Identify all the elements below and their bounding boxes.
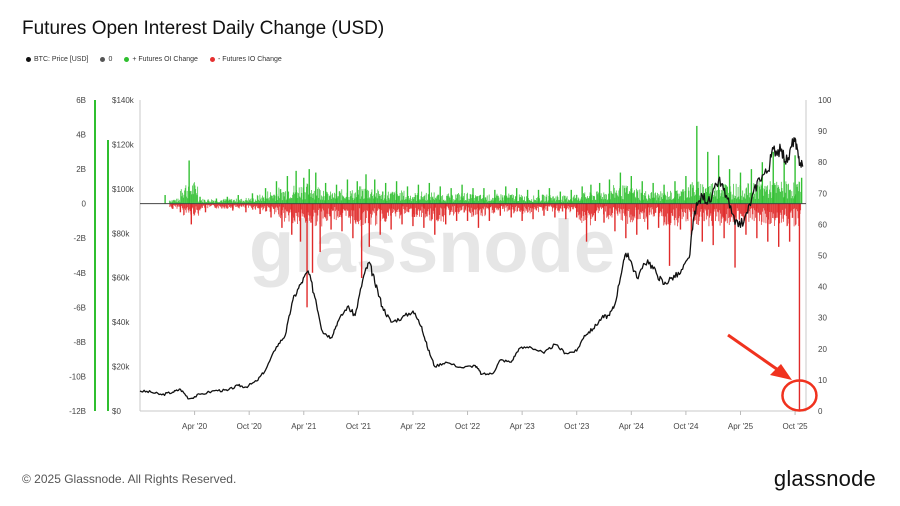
right-tick-label: 30: [818, 314, 827, 323]
oi-tick-label: -10B: [69, 372, 86, 381]
legend-item-negative[interactable]: - Futures IO Change: [209, 56, 282, 63]
right-tick-label: 10: [818, 376, 827, 385]
price-tick-label: $120k: [112, 140, 135, 149]
right-tick-label: 100: [818, 96, 832, 105]
oi-tick-label: -6B: [74, 303, 86, 312]
chart-title: Futures Open Interest Daily Change (USD): [22, 18, 385, 39]
copyright-footer: © 2025 Glassnode. All Rights Reserved.: [22, 472, 237, 486]
legend-item-zero[interactable]: 0: [100, 56, 112, 63]
price-tick-label: $20k: [112, 363, 130, 372]
x-tick-label: Oct '25: [783, 422, 809, 431]
oi-tick-label: 0: [82, 200, 87, 209]
legend-item-price[interactable]: BTC: Price [USD]: [26, 56, 88, 63]
oi-tick-label: -12B: [69, 407, 86, 416]
price-tick-label: $80k: [112, 229, 130, 238]
btc-price-line: [139, 137, 804, 400]
brand-logo[interactable]: glassnode: [773, 466, 876, 491]
right-tick-label: 50: [818, 252, 827, 261]
annotation-arrow-shaft: [727, 333, 782, 374]
right-tick-label: 80: [818, 158, 827, 167]
x-tick-label: Apr '22: [400, 422, 426, 431]
right-tick-label: 70: [818, 189, 827, 198]
annotation-circle: [781, 379, 818, 412]
price-tick-label: $100k: [112, 185, 135, 194]
chart-canvas: glassnode 6B4B2B0-2B-4B-6B-8B-10B-12B$14…: [69, 96, 832, 431]
x-tick-label: Apr '25: [728, 422, 754, 431]
annotation-layer: [727, 333, 818, 412]
x-tick-label: Apr '21: [291, 422, 317, 431]
price-tick-label: $0: [112, 407, 121, 416]
legend-dot-price: [26, 57, 31, 62]
legend-label-price: BTC: Price [USD]: [34, 56, 89, 63]
legend-label-zero: 0: [108, 56, 113, 63]
x-tick-label: Oct '23: [564, 422, 590, 431]
legend-dot-negative: [209, 57, 215, 62]
x-tick-label: Apr '24: [619, 422, 645, 431]
right-tick-label: 20: [818, 345, 827, 354]
price-tick-label: $60k: [112, 274, 130, 283]
price-line-layer: [139, 137, 804, 400]
grid-layer: [139, 100, 807, 412]
oi-change-bars: [140, 125, 806, 411]
right-tick-label: 60: [818, 220, 827, 229]
x-tick-label: Oct '24: [673, 422, 699, 431]
x-tick-label: Oct '20: [237, 422, 263, 431]
legend-dot-zero: [100, 57, 106, 62]
oi-tick-label: 4B: [76, 131, 86, 140]
legend-label-negative: - Futures IO Change: [217, 56, 282, 63]
legend-dot-positive: [124, 57, 130, 62]
x-tick-label: Apr '20: [182, 422, 208, 431]
right-tick-label: 0: [818, 407, 823, 416]
right-tick-label: 40: [818, 283, 827, 292]
price-tick-label: $140k: [112, 96, 135, 105]
oi-tick-label: -8B: [74, 338, 86, 347]
x-tick-label: Oct '21: [346, 422, 372, 431]
x-tick-label: Oct '22: [455, 422, 481, 431]
legend-item-positive[interactable]: + Futures OI Change: [124, 56, 198, 63]
annotation-arrow-head: [770, 364, 792, 380]
price-tick-label: $40k: [112, 318, 130, 327]
chart-legend: BTC: Price [USD] 0 + Futures OI Change -…: [26, 56, 282, 63]
oi-tick-label: -4B: [74, 269, 86, 278]
right-tick-label: 90: [818, 127, 827, 136]
x-tick-label: Apr '23: [510, 422, 536, 431]
axes-layer: 6B 4B 2B 0 -2B -4B -6B -8B -10B -12B $140k $120k $10…: [69, 96, 832, 431]
oi-tick-label: 6B: [76, 96, 86, 105]
oi-tick-label: 2B: [76, 165, 86, 174]
legend-label-positive: + Futures OI Change: [132, 56, 198, 63]
oi-tick-label: -2B: [74, 234, 86, 243]
